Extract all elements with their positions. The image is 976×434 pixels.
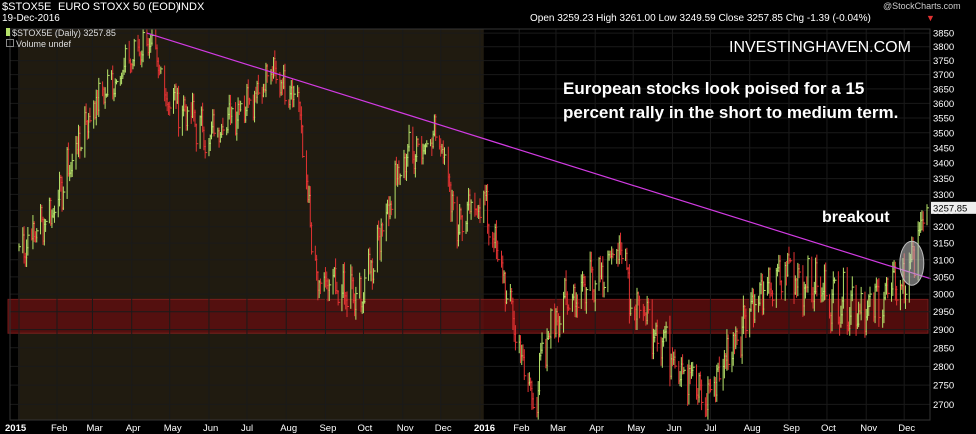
support-zone — [7, 298, 929, 334]
x-tick-label: May — [627, 423, 645, 434]
change-down-icon: ▼ — [926, 13, 935, 23]
legend-volume-swatch-icon — [6, 39, 14, 47]
chart-header: $STOX5E EURO STOXX 50 (EOD) INDX 19-Dec-… — [0, 0, 976, 26]
last-price-box — [931, 201, 976, 214]
chart-date: 19-Dec-2016 — [2, 13, 60, 24]
x-tick-label: May — [164, 423, 182, 434]
x-tick-label: Aug — [280, 423, 297, 434]
plot-frame — [9, 28, 931, 421]
y-tick-label: 2800 — [933, 362, 954, 373]
x-tick-label: 2015 — [5, 423, 27, 434]
y-tick-label: 3050 — [933, 272, 954, 283]
x-tick-label: Feb — [51, 423, 67, 434]
y-tick-label: 3850 — [933, 29, 954, 40]
y-tick-label: 3350 — [933, 174, 954, 185]
y-tick-label: 2750 — [933, 381, 954, 392]
x-tick-label: Apr — [589, 423, 604, 434]
legend-swatch-icon — [6, 28, 10, 36]
x-tick-label: Oct — [821, 423, 836, 434]
x-tick-label: Jul — [704, 423, 716, 434]
y-tick-label: 3200 — [933, 222, 954, 233]
watermark: INVESTINGHAVEN.COM — [729, 39, 911, 56]
legend-series-label: $STOX5E (Daily) 3257.85 — [12, 28, 116, 38]
headline-line-2: percent rally in the short to medium ter… — [563, 103, 899, 122]
x-tick-label: Jun — [203, 423, 218, 434]
legend-volume-label: Volume undef — [16, 39, 72, 49]
x-tick-label: Dec — [435, 423, 452, 434]
x-tick-label: Mar — [86, 423, 102, 434]
last-price-label: 3257.85 — [933, 203, 967, 214]
stockcharts-credit: @StockCharts.com — [883, 1, 961, 11]
x-tick-label: Mar — [550, 423, 566, 434]
x-tick-label: Feb — [513, 423, 529, 434]
y-tick-label: 2700 — [933, 400, 954, 411]
y-tick-label: 3800 — [933, 42, 954, 53]
index-name: EURO STOXX 50 (EOD) — [58, 1, 180, 13]
y-tick-label: 3500 — [933, 128, 954, 139]
series-legend: $STOX5E (Daily) 3257.85 — [6, 28, 116, 38]
y-tick-label: 3650 — [933, 84, 954, 95]
x-tick-label: Aug — [744, 423, 761, 434]
y-tick-label: 3000 — [933, 290, 954, 301]
volume-legend: Volume undef — [6, 39, 71, 49]
resistance-trendline — [146, 32, 932, 280]
year-2015-shading — [18, 29, 484, 420]
x-tick-label: Dec — [898, 423, 915, 434]
x-tick-label: Oct — [357, 423, 372, 434]
x-tick-label: 2016 — [474, 423, 495, 434]
y-tick-label: 3750 — [933, 56, 954, 67]
x-tick-label: Nov — [860, 423, 877, 434]
y-tick-label: 3700 — [933, 70, 954, 81]
x-tick-label: Jul — [241, 423, 253, 434]
y-tick-label: 2950 — [933, 307, 954, 318]
y-tick-label: 2850 — [933, 343, 954, 354]
y-tick-label: 3550 — [933, 113, 954, 124]
x-tick-label: Sep — [319, 423, 336, 434]
y-tick-label: 3400 — [933, 159, 954, 170]
breakout-ellipse — [899, 240, 925, 286]
headline-line-1: European stocks look poised for a 15 — [563, 79, 865, 98]
y-tick-label: 2900 — [933, 325, 954, 336]
y-tick-label: 3600 — [933, 99, 954, 110]
quote-summary: Open 3259.23 High 3261.00 Low 3249.59 Cl… — [530, 13, 871, 24]
y-tick-label: 3450 — [933, 143, 954, 154]
y-tick-label: 3300 — [933, 190, 954, 201]
y-tick-label: 3100 — [933, 255, 954, 266]
exchange-label: INDX — [178, 1, 205, 13]
y-tick-label: 3150 — [933, 239, 954, 250]
x-tick-label: Apr — [126, 423, 141, 434]
x-tick-label: Jun — [666, 423, 681, 434]
x-tick-label: Sep — [783, 423, 800, 434]
x-tick-label: Nov — [397, 423, 414, 434]
ticker-symbol: $STOX5E — [2, 1, 52, 13]
breakout-label: breakout — [822, 209, 890, 226]
